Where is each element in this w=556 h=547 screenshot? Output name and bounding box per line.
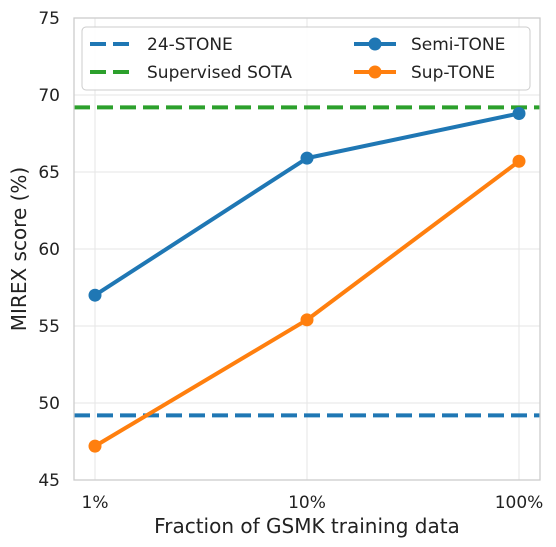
y-tick-label: 55: [38, 317, 60, 337]
plot-frame: [73, 17, 541, 481]
data-point-semi-tone: [300, 151, 314, 165]
legend-box: [81, 26, 531, 91]
y-tick-label: 50: [38, 394, 60, 414]
x-tick-label: 100%: [495, 493, 544, 513]
data-point-semi-tone: [512, 106, 526, 120]
legend: 24-STONE Supervised SOTA Semi-TONE Sup-TONE: [81, 26, 531, 91]
data-point-sup-tone: [512, 154, 526, 168]
x-ticks: 1% 10% 100%: [82, 493, 544, 513]
legend-label-supervised-sota: Supervised SOTA: [147, 63, 292, 83]
x-tick-label: 10%: [288, 493, 326, 513]
y-tick-label: 45: [38, 471, 60, 491]
y-tick-label: 75: [38, 9, 60, 29]
y-axis-label: MIREX score (%): [7, 167, 31, 331]
legend-marker-semi-tone: [368, 37, 382, 51]
data-point-semi-tone: [88, 288, 102, 302]
data-point-sup-tone: [300, 313, 314, 327]
series-group: [88, 106, 526, 453]
x-axis-label: Fraction of GSMK training data: [154, 514, 460, 538]
legend-label-sup-tone: Sup-TONE: [411, 63, 495, 83]
y-ticks: 45 50 55 60 65 70 75: [38, 9, 60, 491]
y-tick-label: 70: [38, 86, 60, 106]
legend-marker-sup-tone: [368, 65, 382, 79]
x-tick-label: 1%: [82, 493, 109, 513]
data-point-sup-tone: [88, 439, 102, 453]
y-tick-label: 65: [38, 163, 60, 183]
y-tick-label: 60: [38, 240, 60, 260]
legend-label-24-stone: 24-STONE: [147, 35, 233, 55]
legend-label-semi-tone: Semi-TONE: [411, 35, 505, 55]
reference-lines: [74, 105, 540, 418]
